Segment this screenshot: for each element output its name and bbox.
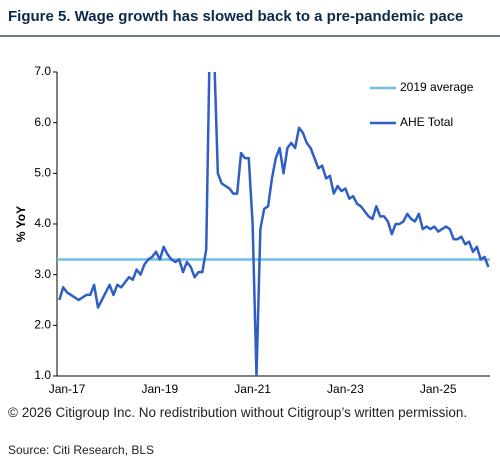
x-tick-label: Jan-21 bbox=[234, 382, 271, 396]
y-tick-label: 6.0 bbox=[34, 115, 51, 129]
chart: Figure 5. Wage growth has slowed back to… bbox=[0, 8, 500, 396]
y-tick-label: 2.0 bbox=[34, 318, 51, 332]
x-tick-label: Jan-19 bbox=[141, 382, 178, 396]
y-tick-label: 7.0 bbox=[34, 64, 51, 78]
x-tick-label: Jan-23 bbox=[327, 382, 364, 396]
legend-label: AHE Total bbox=[400, 115, 453, 129]
y-tick-label: 4.0 bbox=[34, 216, 51, 230]
chart-title: Figure 5. Wage growth has slowed back to… bbox=[8, 8, 463, 25]
legend-label: 2019 average bbox=[400, 80, 474, 94]
y-tick-label: 1.0 bbox=[34, 368, 51, 382]
plot-area bbox=[57, 72, 490, 376]
x-tick-label: Jan-25 bbox=[420, 382, 457, 396]
y-tick-label: 3.0 bbox=[34, 267, 51, 281]
data-line bbox=[58, 72, 490, 376]
source: Source: Citi Research, BLS bbox=[8, 443, 155, 457]
copyright: © 2026 Citigroup Inc. No redistribution … bbox=[8, 405, 468, 420]
y-axis-label: % YoY bbox=[14, 206, 28, 242]
x-tick-label: Jan-17 bbox=[49, 382, 86, 396]
y-tick-label: 5.0 bbox=[34, 166, 51, 180]
